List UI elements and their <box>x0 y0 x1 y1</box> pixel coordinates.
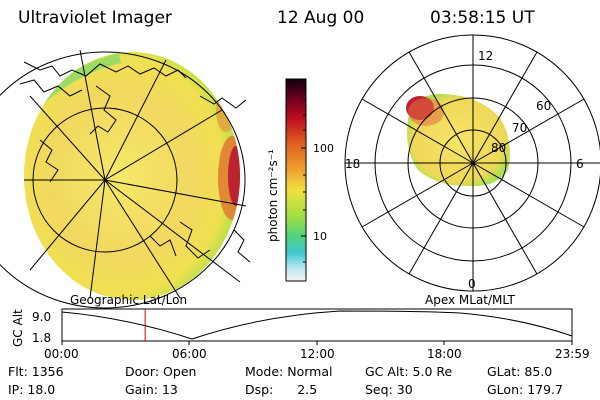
altitude-ytick-bottom: 1.8 <box>32 331 51 345</box>
altitude-plot-frame <box>61 308 573 342</box>
time-label: 03:58:15 UT <box>430 8 535 28</box>
colorbar-tick-10: 10 <box>313 230 327 243</box>
info-flt: Flt: 1356 <box>8 364 64 379</box>
info-ip: IP: 18.0 <box>8 382 56 397</box>
mlat-label-60: 60 <box>536 99 551 113</box>
altitude-xtick-2: 12:00 <box>300 347 335 361</box>
info-gain: Gain: 13 <box>125 382 178 397</box>
colorbar-unit: photon cm⁻²s⁻¹ <box>266 149 280 242</box>
geo-panel-label: Geographic Lat/Lon <box>70 293 188 307</box>
geo-emission-disk <box>24 52 240 300</box>
date-label: 12 Aug 00 <box>277 8 365 28</box>
colorbar-ticks <box>301 87 306 263</box>
mlt-label-6: 6 <box>576 157 584 171</box>
geographic-image <box>0 49 251 309</box>
geo-coastlines <box>19 61 251 263</box>
altitude-ylabel: GC Alt <box>11 309 25 347</box>
info-glat: GLat: 85.0 <box>487 364 553 379</box>
polar-image: 12 18 6 0 60 70 80 <box>344 34 600 292</box>
mlt-label-0: 0 <box>468 277 476 291</box>
colorbar-tick-100: 100 <box>313 142 334 155</box>
instrument-title: Ultraviolet Imager <box>18 8 172 28</box>
info-gc-alt: GC Alt: 5.0 Re <box>365 364 453 379</box>
altitude-x-ticks <box>61 341 573 345</box>
polar-grid <box>344 34 600 292</box>
geo-aurora-upper <box>216 88 236 132</box>
info-dsp: Dsp: 2.5 <box>245 382 318 397</box>
altitude-plot: GC Alt 9.0 1.8 00:00 06:00 12:00 18:00 2… <box>11 308 590 361</box>
info-mode: Mode: Normal <box>245 364 333 379</box>
mlat-label-80: 80 <box>491 141 506 155</box>
info-seq: Seq: 30 <box>365 382 413 397</box>
altitude-xtick-0: 00:00 <box>44 347 79 361</box>
altitude-curve <box>61 310 573 340</box>
geo-lon-lines <box>24 49 247 299</box>
mlt-label-12: 12 <box>478 49 493 63</box>
geo-aurora-core <box>228 146 240 206</box>
polar-panel-label: Apex MLat/MLT <box>425 293 515 307</box>
colorbar-gradient <box>285 78 307 282</box>
altitude-ytick-top: 9.0 <box>32 310 51 324</box>
altitude-xtick-4: 23:59 <box>555 347 590 361</box>
mlt-label-18: 18 <box>345 157 360 171</box>
colorbar: 100 10 photon cm⁻²s⁻¹ <box>266 78 334 282</box>
info-door: Door: Open <box>125 364 197 379</box>
altitude-xtick-3: 18:00 <box>427 347 462 361</box>
mlat-label-70: 70 <box>512 121 527 135</box>
altitude-xtick-1: 06:00 <box>172 347 207 361</box>
info-glon: GLon: 179.7 <box>487 382 563 397</box>
